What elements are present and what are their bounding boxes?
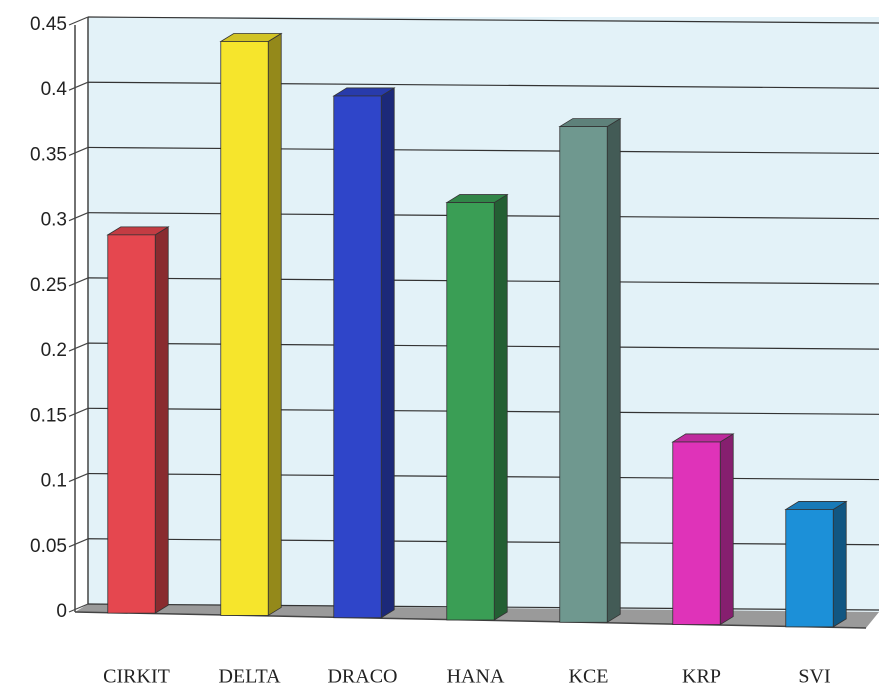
- x-tick-label: KRP: [682, 666, 721, 688]
- y-tick-label: 0: [56, 601, 67, 622]
- grid-line: [87, 81, 879, 89]
- x-tick-label: HANA: [447, 666, 505, 688]
- y-tick-label: 0.1: [41, 471, 67, 492]
- bar-side: [606, 117, 621, 624]
- y-tick-label: 0.3: [41, 210, 67, 231]
- x-tick-label: SVI: [798, 666, 830, 688]
- bar: [559, 126, 608, 623]
- y-tick-label: 0.25: [30, 275, 67, 296]
- tick-mark: [68, 603, 89, 613]
- bar-side: [719, 433, 734, 626]
- x-tick-label: DELTA: [218, 666, 281, 688]
- bar: [785, 509, 834, 628]
- bar: [220, 41, 269, 616]
- y-tick-label: 0.2: [41, 340, 67, 361]
- bar: [333, 95, 382, 619]
- tick-mark: [68, 212, 89, 222]
- tick-mark: [68, 538, 89, 548]
- tick-mark: [68, 407, 89, 417]
- y-tick-label: 0.05: [30, 536, 67, 557]
- y-tick-label: 0.15: [30, 405, 67, 426]
- x-tick-label: KCE: [569, 666, 609, 688]
- tick-mark: [68, 342, 89, 352]
- x-tick-label: DRACO: [327, 666, 397, 688]
- y-tick-label: 0.45: [30, 14, 67, 35]
- tick-mark: [68, 277, 89, 287]
- bar-side: [154, 226, 169, 614]
- y-tick-label: 0.35: [30, 144, 67, 165]
- tick-mark: [68, 16, 89, 26]
- grid-line: [87, 146, 879, 155]
- grid-line: [87, 16, 879, 24]
- bar-side: [267, 32, 282, 617]
- bar: [672, 441, 721, 625]
- bar-side: [380, 87, 395, 619]
- tick-mark: [68, 146, 89, 156]
- y-tick-label: 0.4: [41, 79, 68, 100]
- tick-mark: [68, 81, 89, 91]
- bar: [107, 234, 156, 614]
- bar: [446, 202, 495, 621]
- bar-side: [493, 193, 508, 621]
- bar-side: [832, 500, 847, 628]
- x-tick-label: CIRKIT: [103, 666, 170, 688]
- tick-mark: [68, 473, 89, 483]
